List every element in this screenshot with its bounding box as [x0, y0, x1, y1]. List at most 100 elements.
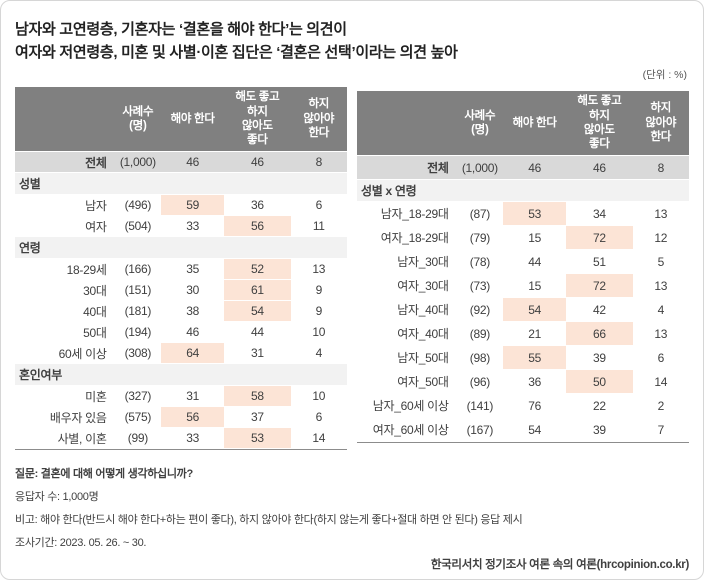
sample-size: (1,000)	[114, 152, 162, 172]
value-cell: 37	[250, 410, 264, 424]
sample-size: (141)	[466, 398, 494, 413]
value-cell: 10	[312, 389, 326, 403]
value-cell: 42	[592, 302, 606, 317]
value-cell: 46	[503, 156, 567, 179]
tables-container: 사례수 (명) 해야 한다 해도 좋고 하지 않아도 좋다 하지 않아야 한다 전체 (1…	[15, 86, 689, 450]
value-cell: 10	[312, 325, 326, 339]
value-cell: 9	[315, 304, 323, 318]
data-row: 60세 이상 (308) 64 31 4	[15, 343, 347, 363]
data-row: 여자_40대 (89) 21 66 13	[357, 322, 689, 345]
column-header: 해야 한다	[503, 91, 567, 155]
value-cell: 50	[566, 370, 633, 393]
table-corner-cell	[15, 87, 115, 151]
sample-size: (167)	[466, 422, 494, 437]
value-cell: 72	[566, 274, 633, 297]
column-header: 사례수 (명)	[456, 91, 504, 155]
sample-size: (99)	[127, 431, 148, 445]
value-cell: 66	[566, 322, 633, 345]
column-header: 해도 좋고 하지 않아도 좋다	[224, 87, 291, 151]
row-label: 여자_60세 이상	[372, 423, 449, 437]
column-header: 사례수 (명)	[114, 87, 162, 151]
data-row: 여자_50대 (96) 36 50 14	[357, 370, 689, 393]
section-label: 성별 x 연령	[357, 180, 689, 201]
sample-size: (1,000)	[456, 156, 504, 179]
data-row: 30대 (151) 30 61 9	[15, 280, 347, 300]
value-cell: 4	[315, 346, 323, 360]
sample-size: (504)	[124, 219, 152, 233]
row-label: 여자_18-29대	[380, 231, 449, 245]
data-row: 남자 (496) 59 36 6	[15, 195, 347, 215]
sample-size: (308)	[124, 346, 152, 360]
section-label: 성별	[15, 173, 347, 194]
row-label: 여자_50대	[397, 375, 449, 389]
value-cell: 31	[186, 389, 199, 403]
sample-size: (96)	[469, 374, 490, 389]
row-label: 여자	[85, 219, 107, 234]
row-label: 사별, 이혼	[57, 431, 107, 446]
value-cell: 53	[224, 428, 291, 448]
value-cell: 44	[528, 254, 541, 269]
value-cell: 54	[528, 422, 541, 437]
sample-size: (327)	[124, 389, 152, 403]
value-cell: 14	[654, 374, 668, 389]
source-credit: 한국리서치 정기조사 여론 속의 여론(hrcopinion.co.kr)	[430, 559, 689, 571]
value-cell: 58	[224, 386, 291, 406]
value-cell: 21	[528, 326, 541, 341]
value-cell: 76	[528, 398, 541, 413]
row-label: 40대	[83, 304, 107, 319]
remark-note: 비고: 해야 한다(반드시 해야 한다+하는 편이 좋다), 하지 않아야 한다…	[15, 514, 523, 526]
data-row: 미혼 (327) 31 58 10	[15, 386, 347, 406]
sample-size: (89)	[469, 326, 490, 341]
title-line-1: 남자와 고연령층, 기혼자는 ‘결혼을 해야 한다’는 의견이	[15, 21, 347, 38]
question-note: 질문: 결혼에 대해 어떻게 생각하십니까?	[15, 468, 193, 480]
data-row: 남자_18-29대 (87) 53 34 13	[357, 202, 689, 225]
value-cell: 30	[186, 283, 199, 297]
value-cell: 13	[654, 326, 668, 341]
value-cell: 46	[224, 152, 291, 172]
data-row: 사별, 이혼 (99) 33 53 14	[15, 428, 347, 448]
sample-size: (496)	[124, 198, 152, 212]
section-row: 성별 x 연령	[357, 180, 689, 201]
value-cell: 33	[186, 431, 199, 445]
header-row: 사례수 (명) 해야 한다 해도 좋고 하지 않아도 좋다 하지 않아야 한다	[357, 91, 689, 155]
section-label: 연령	[15, 237, 347, 258]
value-cell: 9	[315, 283, 323, 297]
value-cell: 4	[657, 302, 665, 317]
value-cell: 46	[566, 156, 633, 179]
value-cell: 33	[186, 219, 199, 233]
value-cell: 8	[290, 152, 347, 172]
value-cell: 14	[312, 431, 326, 445]
value-cell: 8	[632, 156, 689, 179]
column-header: 해야 한다	[161, 87, 225, 151]
value-cell: 51	[592, 254, 606, 269]
value-cell: 39	[592, 422, 606, 437]
value-cell: 36	[250, 198, 264, 212]
row-label: 30대	[83, 283, 107, 298]
column-header: 해도 좋고 하지 않아도 좋다	[566, 91, 633, 155]
value-cell: 61	[224, 280, 291, 300]
data-row: 여자_60세 이상 (167) 54 39 7	[357, 418, 689, 441]
sample-size: (92)	[469, 302, 490, 317]
value-cell: 56	[161, 407, 225, 427]
sample-size: (87)	[469, 206, 490, 221]
value-cell: 54	[224, 301, 291, 321]
sample-size: (151)	[124, 283, 152, 297]
row-label: 미혼	[85, 389, 107, 404]
unit-label: (단위 : %)	[642, 69, 687, 81]
value-cell: 6	[315, 198, 323, 212]
row-label: 여자_30대	[397, 279, 449, 293]
sample-size: (181)	[124, 304, 152, 318]
footnotes: 질문: 결혼에 대해 어떻게 생각하십니까? 응답자 수: 1,000명 비고:…	[15, 463, 689, 555]
row-label: 60세 이상	[58, 346, 107, 361]
value-cell: 15	[528, 278, 541, 293]
value-cell: 13	[312, 262, 326, 276]
sample-size: (73)	[469, 278, 490, 293]
sample-size: (166)	[124, 262, 152, 276]
header-row: 사례수 (명) 해야 한다 해도 좋고 하지 않아도 좋다 하지 않아야 한다	[15, 87, 347, 151]
value-cell: 44	[250, 325, 264, 339]
value-cell: 46	[186, 325, 199, 339]
total-label: 전체	[15, 152, 115, 172]
value-cell: 52	[224, 259, 291, 279]
total-row: 전체 (1,000) 46 46 8	[357, 156, 689, 179]
